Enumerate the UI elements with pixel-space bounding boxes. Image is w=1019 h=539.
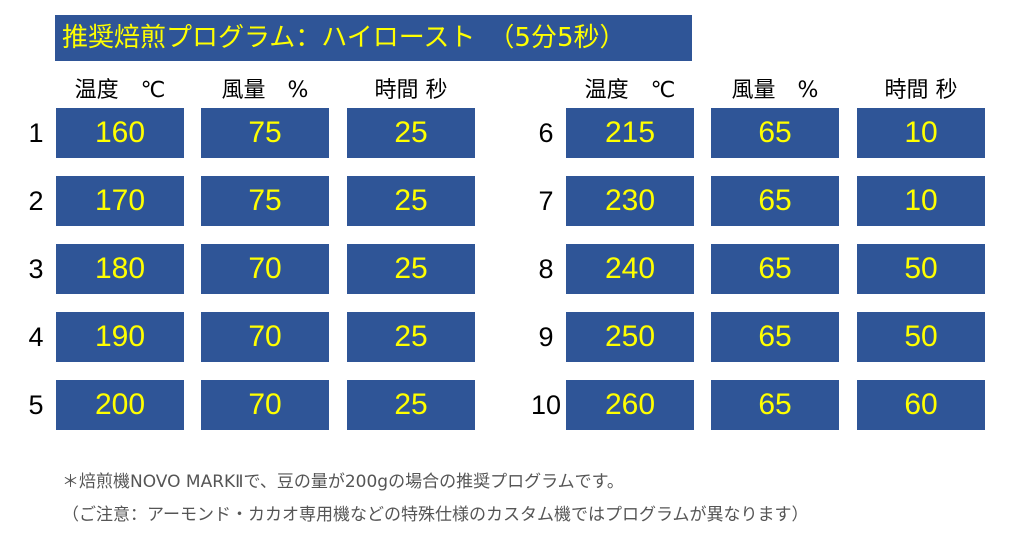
step-number: 8 bbox=[538, 254, 554, 284]
header-temp-right: 温度 ℃ bbox=[584, 78, 676, 103]
step-number: 7 bbox=[538, 186, 554, 216]
temp-cell: 260 bbox=[566, 380, 694, 430]
airflow-cell: 75 bbox=[201, 108, 329, 158]
airflow-cell: 70 bbox=[201, 312, 329, 362]
step-number: 6 bbox=[538, 118, 554, 148]
temp-cell: 230 bbox=[566, 176, 694, 226]
header-time-left: 時間 秒 bbox=[374, 78, 448, 103]
step-number: 10 bbox=[530, 390, 562, 420]
header-airflow-left: 風量 % bbox=[221, 78, 309, 103]
time-cell: 60 bbox=[857, 380, 985, 430]
header-airflow-right: 風量 % bbox=[731, 78, 819, 103]
airflow-cell: 65 bbox=[711, 380, 839, 430]
caution-note: （ご注意：アーモンド・カカオ専用機などの特殊仕様のカスタム機ではプログラムが異な… bbox=[62, 505, 809, 525]
temp-cell: 160 bbox=[56, 108, 184, 158]
footnote: ＊焙煎機NOVO MARKⅡで、豆の量が200gの場合の推奨プログラムです。 bbox=[62, 472, 624, 492]
airflow-cell: 65 bbox=[711, 176, 839, 226]
header-time-right: 時間 秒 bbox=[884, 78, 958, 103]
header-temp-left: 温度 ℃ bbox=[74, 78, 166, 103]
time-cell: 25 bbox=[347, 176, 475, 226]
page-title: 推奨焙煎プログラム：ハイロースト （5分5秒） bbox=[55, 15, 692, 61]
airflow-cell: 70 bbox=[201, 244, 329, 294]
temp-cell: 250 bbox=[566, 312, 694, 362]
time-cell: 25 bbox=[347, 380, 475, 430]
time-cell: 10 bbox=[857, 108, 985, 158]
airflow-cell: 70 bbox=[201, 380, 329, 430]
step-number: 1 bbox=[28, 118, 44, 148]
airflow-cell: 65 bbox=[711, 108, 839, 158]
temp-cell: 180 bbox=[56, 244, 184, 294]
time-cell: 50 bbox=[857, 312, 985, 362]
step-number: 4 bbox=[28, 322, 44, 352]
airflow-cell: 65 bbox=[711, 312, 839, 362]
temp-cell: 200 bbox=[56, 380, 184, 430]
airflow-cell: 65 bbox=[711, 244, 839, 294]
time-cell: 10 bbox=[857, 176, 985, 226]
time-cell: 25 bbox=[347, 244, 475, 294]
time-cell: 50 bbox=[857, 244, 985, 294]
temp-cell: 215 bbox=[566, 108, 694, 158]
step-number: 5 bbox=[28, 390, 44, 420]
step-number: 2 bbox=[28, 186, 44, 216]
temp-cell: 190 bbox=[56, 312, 184, 362]
temp-cell: 170 bbox=[56, 176, 184, 226]
time-cell: 25 bbox=[347, 108, 475, 158]
temp-cell: 240 bbox=[566, 244, 694, 294]
step-number: 9 bbox=[538, 322, 554, 352]
time-cell: 25 bbox=[347, 312, 475, 362]
airflow-cell: 75 bbox=[201, 176, 329, 226]
step-number: 3 bbox=[28, 254, 44, 284]
